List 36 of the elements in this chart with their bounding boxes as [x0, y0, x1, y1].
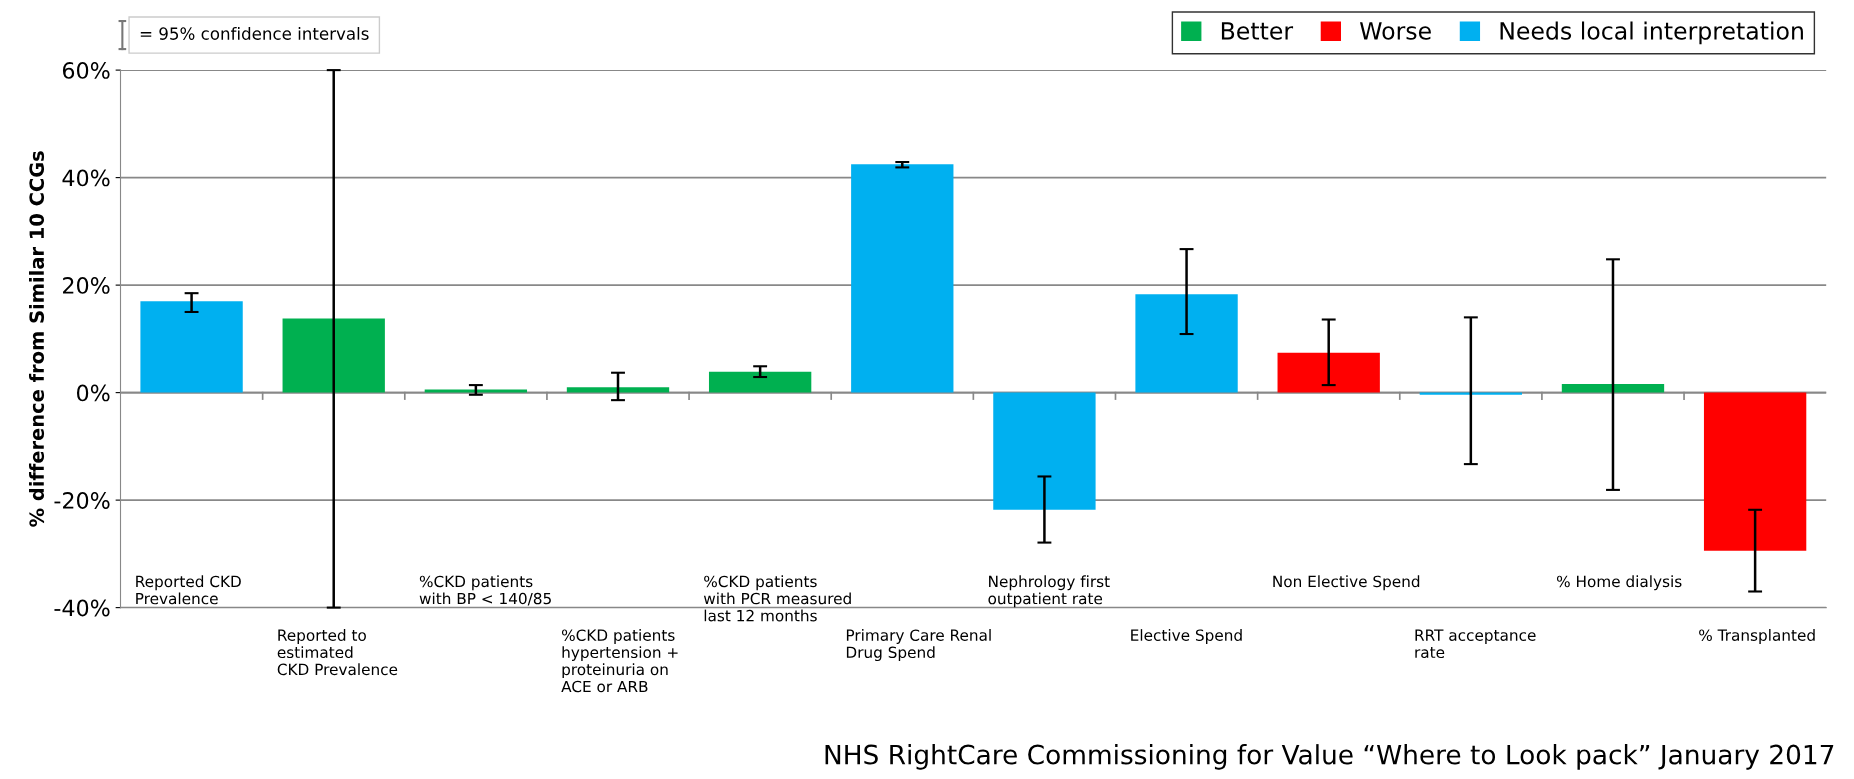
bar [1703, 392, 1807, 551]
bar [993, 392, 1096, 510]
x-tick-label: %CKD patients hypertension + proteinuria on ACE or ARB [561, 629, 678, 693]
bar [1561, 384, 1665, 393]
bar [140, 301, 243, 393]
bar [851, 164, 954, 393]
x-tick-label: Reported to estimated CKD Prevalence [277, 629, 398, 676]
x-tick-label: Reported CKD Prevalence [136, 575, 241, 605]
bar [566, 387, 670, 393]
legend-label: Needs local interpretation [1500, 21, 1803, 45]
bar [708, 371, 812, 393]
x-tick-label: % Transplanted [1699, 629, 1815, 644]
y-tick-label: 0% [77, 384, 110, 402]
text: NHS RightCare Commissioning for Value “Where to Look pack” January 2017 [825, 744, 1834, 770]
x-tick-label: Primary Care Renal Drug Spend [846, 629, 991, 662]
legend-label: Better [1221, 22, 1294, 40]
x-tick-label: Non Elective Spend [1273, 575, 1420, 591]
y-tick-label: -20% [54, 492, 110, 509]
y-tick-label: -40% [54, 599, 110, 617]
x-tick-label: %CKD patients with BP < 140/85 [419, 575, 551, 606]
bar [1419, 392, 1523, 395]
x-tick-label: Nephrology first outpatient rate [988, 575, 1110, 608]
y-axis-title: % difference from Similar 10 CCGs [29, 151, 45, 527]
x-tick-label: Elective Spend [1131, 629, 1242, 644]
y-tick-label: 60% [62, 62, 110, 79]
x-tick-label: RRT acceptance rate [1415, 629, 1536, 659]
legend-label: Worse [1359, 22, 1431, 40]
y-tick-label: 20% [63, 277, 110, 294]
bar [1135, 294, 1238, 393]
bar [282, 318, 385, 393]
text: = 95% confidence intervals [140, 26, 369, 40]
y-tick-label: 40% [62, 169, 110, 187]
bar [424, 389, 528, 393]
x-tick-label: % Home dialysis [1556, 575, 1682, 591]
bar [1277, 352, 1380, 393]
x-tick-label: %CKD patients with PCR measured last 12 months [703, 575, 851, 622]
